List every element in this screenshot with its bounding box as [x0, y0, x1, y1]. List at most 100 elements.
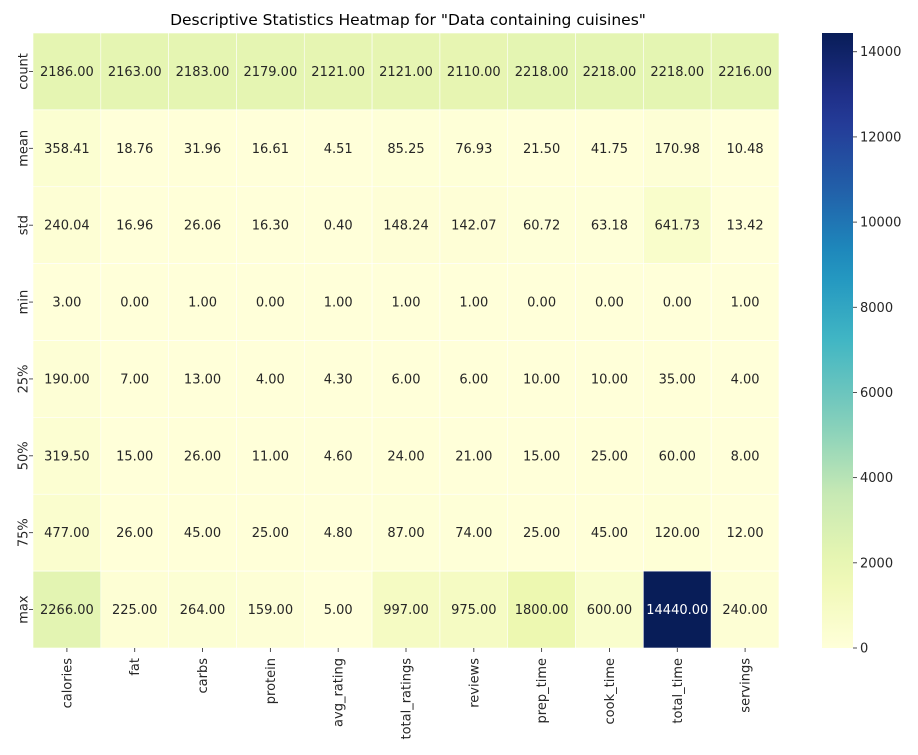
- cell-value-label: 60.72: [523, 219, 560, 234]
- heatmap-cell: [236, 417, 305, 495]
- cell-value-label: 1800.00: [515, 603, 569, 618]
- cell-value-label: 159.00: [248, 603, 294, 618]
- cell-value-label: 319.50: [44, 449, 90, 464]
- cell-value-label: 6.00: [392, 372, 421, 387]
- heatmap-cell: [710, 186, 780, 264]
- y-tick-label: min: [17, 290, 32, 315]
- colorbar-tick-label: 8000: [860, 301, 893, 316]
- colorbar-tick-label: 0: [860, 642, 868, 657]
- x-tick-label: cook_time: [603, 658, 618, 724]
- heatmap-cell-labels: 2186.00 2163.00 2183.00 2179.00 2121.00 2121.…: [40, 65, 772, 618]
- x-tick-label: prep_time: [535, 658, 550, 723]
- heatmap-cells: [32, 32, 780, 649]
- cell-value-label: 25.00: [591, 449, 628, 464]
- heatmap-cell: [100, 109, 169, 188]
- x-tick-label: total_time: [671, 658, 686, 724]
- cell-value-label: 12.00: [726, 526, 763, 541]
- cell-value-label: 1.00: [324, 296, 353, 311]
- heatmap-cell: [710, 493, 780, 572]
- cell-value-label: 1.00: [392, 296, 421, 311]
- heatmap-cell: [236, 493, 305, 572]
- heatmap-cell: [575, 340, 644, 418]
- y-tick-label: 75%: [17, 518, 32, 547]
- heatmap-cell: [371, 417, 441, 495]
- colorbar: 0 2000 4000 6000 8000 10000 12000 14000: [822, 33, 901, 657]
- heatmap-cell: [236, 340, 305, 418]
- heatmap-cell: [710, 570, 780, 649]
- heatmap-cell: [507, 32, 576, 111]
- heatmap-cell: [643, 570, 712, 649]
- cell-value-label: 1.00: [459, 296, 488, 311]
- cell-value-label: 45.00: [591, 526, 628, 541]
- cell-value-label: 5.00: [324, 603, 353, 618]
- heatmap-cell: [371, 263, 441, 341]
- cell-value-label: 21.50: [523, 142, 560, 157]
- heatmap-cell: [168, 32, 237, 111]
- y-tick-label: max: [17, 595, 32, 624]
- heatmap-cell: [168, 186, 237, 264]
- colorbar-gradient: [822, 33, 853, 648]
- x-tick-label: reviews: [467, 658, 482, 708]
- heatmap-cell: [439, 186, 509, 264]
- heatmap-cell: [371, 570, 441, 649]
- x-tick-label: fat: [128, 658, 143, 676]
- cell-value-label: 975.00: [451, 603, 497, 618]
- x-tick-label: carbs: [196, 658, 211, 694]
- cell-value-label: 76.93: [455, 142, 492, 157]
- cell-value-label: 2218.00: [515, 65, 569, 80]
- heatmap-cell: [439, 417, 509, 495]
- cell-value-label: 4.00: [731, 372, 760, 387]
- colorbar-tick-label: 2000: [860, 556, 893, 571]
- x-tick-label: protein: [264, 658, 279, 704]
- heatmap-cell: [643, 340, 712, 418]
- cell-value-label: 16.61: [252, 142, 289, 157]
- cell-value-label: 25.00: [252, 526, 289, 541]
- x-tick-label: avg_rating: [332, 658, 347, 727]
- heatmap-cell: [371, 493, 441, 572]
- cell-value-label: 21.00: [455, 449, 492, 464]
- cell-value-label: 26.06: [184, 219, 221, 234]
- y-tick-label: std: [17, 215, 32, 235]
- cell-value-label: 18.76: [116, 142, 153, 157]
- cell-value-label: 10.00: [523, 372, 560, 387]
- cell-value-label: 16.30: [252, 219, 289, 234]
- heatmap-cell: [575, 570, 644, 649]
- cell-value-label: 2121.00: [311, 65, 365, 80]
- heatmap-cell: [575, 417, 644, 495]
- cell-value-label: 2121.00: [379, 65, 433, 80]
- heatmap-cell: [32, 570, 102, 649]
- cell-value-label: 190.00: [44, 372, 90, 387]
- heatmap-cell: [439, 570, 509, 649]
- heatmap-cell: [371, 32, 441, 111]
- heatmap-cell: [100, 493, 169, 572]
- heatmap-cell: [643, 263, 712, 341]
- cell-value-label: 15.00: [523, 449, 560, 464]
- cell-value-label: 2179.00: [243, 65, 297, 80]
- cell-value-label: 6.00: [459, 372, 488, 387]
- cell-value-label: 2266.00: [40, 603, 94, 618]
- heatmap-cell: [168, 340, 237, 418]
- cell-value-label: 225.00: [112, 603, 158, 618]
- cell-value-label: 120.00: [655, 526, 701, 541]
- cell-value-label: 45.00: [184, 526, 221, 541]
- y-tick-label: 50%: [17, 441, 32, 470]
- cell-value-label: 4.00: [256, 372, 285, 387]
- colorbar-tick-label: 10000: [860, 216, 901, 231]
- heatmap-cell: [100, 417, 169, 495]
- colorbar-tick-label: 4000: [860, 471, 893, 486]
- cell-value-label: 477.00: [44, 526, 90, 541]
- heatmap-cell: [439, 493, 509, 572]
- cell-value-label: 10.00: [591, 372, 628, 387]
- cell-value-label: 85.25: [387, 142, 424, 157]
- heatmap-cell: [643, 109, 712, 188]
- cell-value-label: 2218.00: [583, 65, 637, 80]
- cell-value-label: 63.18: [591, 219, 628, 234]
- cell-value-label: 600.00: [587, 603, 633, 618]
- cell-value-label: 8.00: [731, 449, 760, 464]
- cell-value-label: 3.00: [52, 296, 81, 311]
- cell-value-label: 2110.00: [447, 65, 501, 80]
- cell-value-label: 240.04: [44, 219, 90, 234]
- cell-value-label: 13.42: [726, 219, 763, 234]
- heatmap-cell: [100, 32, 169, 111]
